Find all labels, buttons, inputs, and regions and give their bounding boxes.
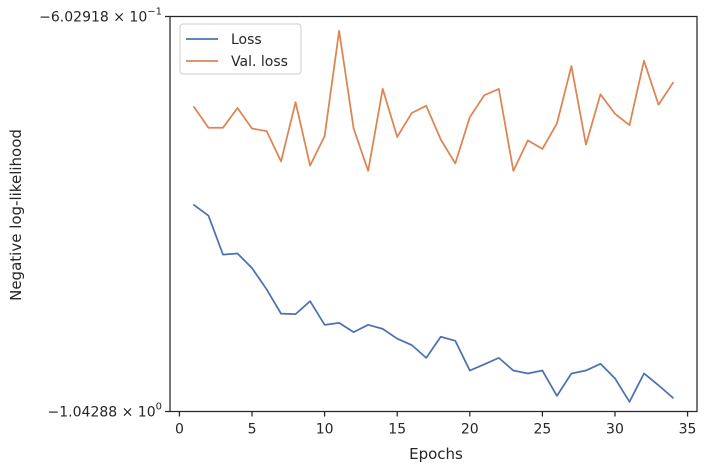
x-axis-label: Epochs <box>409 445 463 463</box>
x-tick-label: 5 <box>248 422 257 438</box>
x-tick-label: 15 <box>388 422 406 438</box>
x-tick-label: 35 <box>679 422 697 438</box>
x-tick-label: 30 <box>606 422 624 438</box>
y-tick-label: −6.02918 × 10−1 <box>39 7 162 26</box>
x-tick-label: 25 <box>533 422 551 438</box>
y-axis-label: Negative log-likelihood <box>7 129 25 301</box>
x-tick-label: 10 <box>316 422 334 438</box>
x-tick-label: 20 <box>461 422 479 438</box>
legend: Loss Val. loss <box>180 24 301 74</box>
legend-label: Loss <box>231 32 262 48</box>
x-tick-label: 0 <box>175 422 184 438</box>
legend-label: Val. loss <box>231 54 288 70</box>
y-tick-label: −1.04288 × 100 <box>48 402 162 421</box>
